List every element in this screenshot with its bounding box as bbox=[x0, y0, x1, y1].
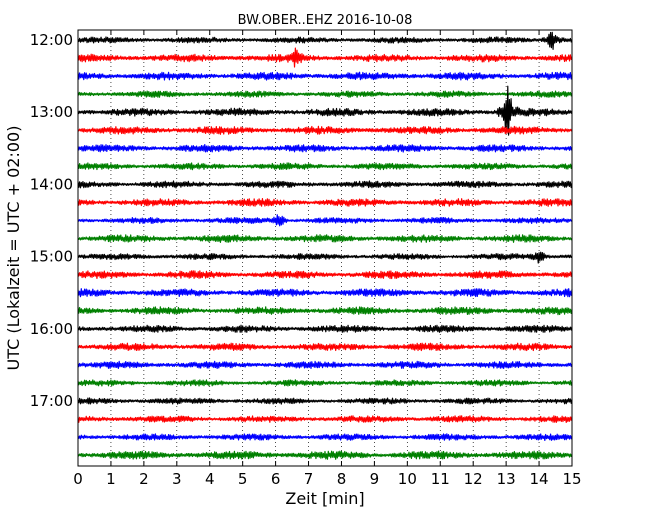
seismic-trace bbox=[77, 397, 573, 405]
y-axis-label: UTC (Lokalzeit = UTC + 02:00) bbox=[4, 126, 23, 371]
y-tick-label: 17:00 bbox=[30, 392, 73, 410]
seismic-trace bbox=[77, 90, 573, 98]
seismic-trace bbox=[77, 270, 573, 280]
plot-frame bbox=[77, 29, 573, 467]
seismic-trace bbox=[77, 85, 573, 136]
seismic-trace bbox=[77, 379, 573, 387]
seismic-trace bbox=[77, 306, 573, 316]
x-tick-label: 13 bbox=[497, 470, 516, 488]
seismic-trace bbox=[77, 214, 573, 227]
y-tick-label: 14:00 bbox=[30, 175, 73, 193]
seismic-trace bbox=[77, 180, 573, 189]
seismic-trace bbox=[77, 324, 573, 333]
x-tick-label: 10 bbox=[398, 470, 417, 488]
x-tick-label: 6 bbox=[271, 470, 281, 488]
y-tick-label: 12:00 bbox=[30, 31, 73, 49]
x-tick-label: 4 bbox=[205, 470, 215, 488]
x-tick-label: 1 bbox=[106, 470, 116, 488]
seismic-trace bbox=[77, 234, 573, 243]
seismic-trace bbox=[77, 450, 573, 460]
seismic-trace bbox=[77, 433, 573, 441]
trace-group bbox=[77, 31, 573, 460]
seismic-trace bbox=[77, 288, 573, 298]
y-tick-label: 13:00 bbox=[30, 103, 73, 121]
chart-title: BW.OBER..EHZ 2016-10-08 bbox=[238, 13, 413, 28]
x-tick-label: 7 bbox=[304, 470, 314, 488]
seismic-trace bbox=[77, 31, 573, 50]
seismic-trace bbox=[77, 162, 573, 171]
x-tick-label: 14 bbox=[530, 470, 549, 488]
seismic-trace bbox=[77, 71, 573, 81]
x-tick-label: 11 bbox=[431, 470, 450, 488]
axis-ticks: 0 1 2 3 4 5 6 7 8 9 10 11 12 13 14 1512:0013:0014:0015:… bbox=[30, 30, 582, 488]
seismic-trace bbox=[77, 125, 573, 135]
seismic-trace bbox=[77, 360, 573, 370]
x-tick-label: 0 bbox=[73, 470, 83, 488]
y-tick-label: 16:00 bbox=[30, 320, 73, 338]
x-tick-label: 2 bbox=[139, 470, 149, 488]
x-tick-label: 9 bbox=[370, 470, 380, 488]
seismic-trace bbox=[77, 47, 573, 68]
seismic-trace bbox=[77, 342, 573, 352]
seismic-trace bbox=[77, 415, 573, 423]
seismic-trace bbox=[77, 143, 573, 153]
x-tick-label: 15 bbox=[562, 470, 581, 488]
y-tick-label: 15:00 bbox=[30, 248, 73, 266]
x-tick-label: 3 bbox=[172, 470, 182, 488]
x-tick-label: 5 bbox=[238, 470, 248, 488]
seismic-trace bbox=[77, 251, 573, 264]
x-tick-label: 8 bbox=[337, 470, 347, 488]
x-tick-label: 12 bbox=[464, 470, 483, 488]
seismic-trace bbox=[77, 198, 573, 207]
x-axis-label: Zeit [min] bbox=[285, 489, 364, 508]
